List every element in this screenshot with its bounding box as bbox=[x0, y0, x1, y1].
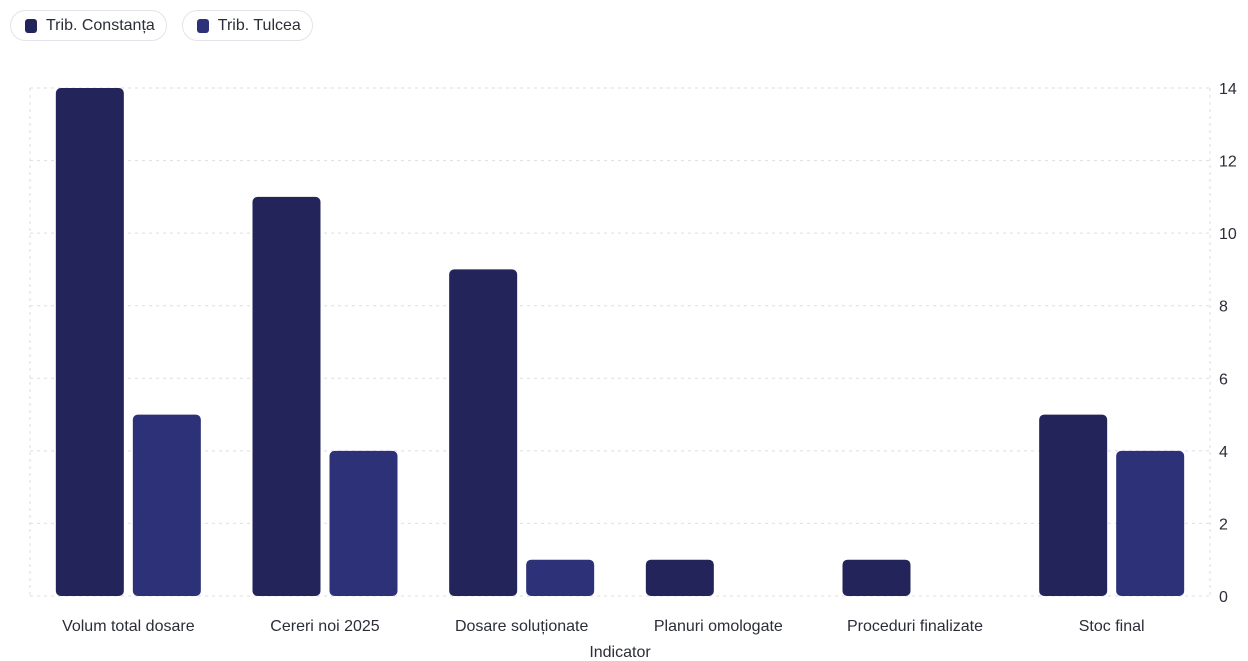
bar-trib-tulcea-stoc-final[interactable] bbox=[1116, 450, 1185, 596]
y-tick-label-2: 2 bbox=[1219, 516, 1228, 533]
y-tick-label-0: 0 bbox=[1219, 589, 1228, 606]
y-tick-label-12: 12 bbox=[1219, 154, 1237, 171]
x-tick-label-volum-total-dosare: Volum total dosare bbox=[62, 618, 195, 635]
x-axis-title: Indicator bbox=[589, 644, 651, 661]
y-tick-label-6: 6 bbox=[1219, 371, 1228, 388]
bar-trib-constanta-dosare-solutionate[interactable] bbox=[449, 269, 518, 596]
bar-trib-tulcea-volum-total-dosare[interactable] bbox=[132, 414, 201, 596]
x-tick-label-stoc-final: Stoc final bbox=[1079, 618, 1145, 635]
bar-trib-constanta-planuri-omologate[interactable] bbox=[645, 559, 714, 596]
x-tick-label-dosare-solutionate: Dosare soluționate bbox=[455, 618, 589, 635]
x-tick-label-proceduri-finalizate: Proceduri finalizate bbox=[847, 618, 983, 635]
x-tick-label-planuri-omologate: Planuri omologate bbox=[654, 618, 783, 635]
legend-label-trib-constanta: Trib. Constanța bbox=[46, 16, 155, 34]
bar-trib-constanta-stoc-final[interactable] bbox=[1039, 414, 1108, 596]
bar-trib-tulcea-cereri-noi-2025[interactable] bbox=[329, 450, 398, 596]
legend-swatch-trib-tulcea bbox=[196, 18, 209, 33]
y-tick-label-8: 8 bbox=[1219, 299, 1228, 316]
legend-item-trib-tulcea[interactable]: Trib. Tulcea bbox=[181, 10, 313, 41]
bar-trib-constanta-proceduri-finalizate[interactable] bbox=[842, 559, 911, 596]
bar-trib-constanta-volum-total-dosare[interactable] bbox=[55, 88, 124, 596]
y-axis-ticks: 0 2 4 6 8 10 12 14 bbox=[1219, 81, 1237, 606]
y-tick-label-14: 14 bbox=[1219, 81, 1237, 98]
legend-label-trib-tulcea: Trib. Tulcea bbox=[217, 16, 301, 34]
x-axis-ticks: Volum total dosare Cereri noi 2025 Dosare … bbox=[62, 618, 1145, 635]
legend-swatch-trib-constanta bbox=[25, 18, 37, 33]
y-tick-label-4: 4 bbox=[1219, 444, 1228, 461]
grid-lines bbox=[29, 87, 1211, 597]
y-tick-label-10: 10 bbox=[1219, 226, 1237, 243]
legend-item-trib-constanta[interactable]: Trib. Constanța bbox=[10, 10, 167, 41]
bar-trib-constanta-cereri-noi-2025[interactable] bbox=[252, 196, 321, 596]
bar-trib-tulcea-dosare-solutionate[interactable] bbox=[526, 559, 595, 596]
x-tick-label-cereri-noi-2025: Cereri noi 2025 bbox=[270, 618, 380, 635]
chart-legend: Trib. Constanța Trib. Tulcea bbox=[10, 10, 313, 41]
bars bbox=[55, 88, 1185, 596]
